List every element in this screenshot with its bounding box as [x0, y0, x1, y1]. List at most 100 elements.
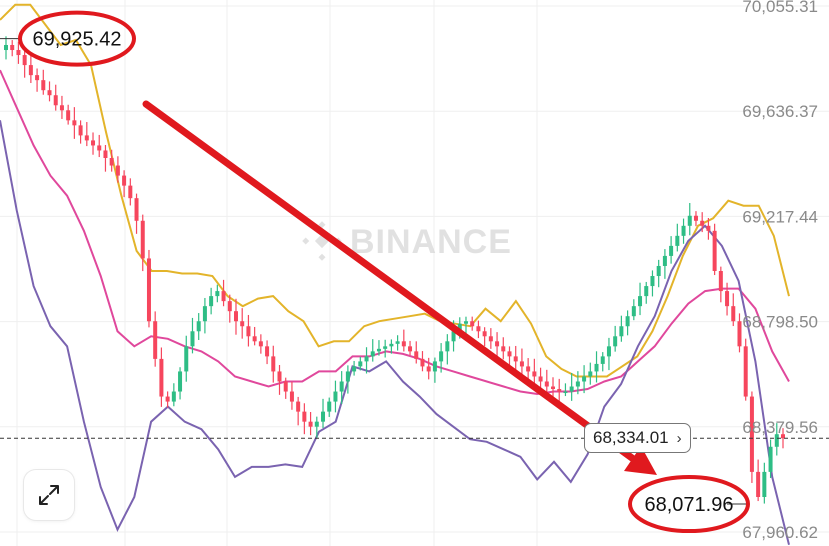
- candle-body: [519, 361, 524, 367]
- candle-body: [246, 326, 251, 337]
- candle-body: [457, 323, 462, 332]
- candle-body: [439, 351, 444, 362]
- y-axis: 70,055.31 69,636.37 69,217.44 68,798.50 68,3…: [742, 0, 818, 542]
- watermark-text: BINANCE: [350, 223, 512, 261]
- candle-body: [569, 386, 574, 392]
- candle-body: [675, 235, 680, 246]
- high-circle: [18, 10, 136, 67]
- candle-body: [327, 401, 332, 412]
- candle-body: [333, 391, 338, 402]
- candle-body: [115, 165, 120, 176]
- low-price-label: 68,071.96: [645, 494, 734, 516]
- bollinger-bands: [0, 3, 790, 545]
- chevron-right-icon: ›: [676, 430, 682, 448]
- candle-body: [756, 471, 761, 498]
- candle-body: [339, 381, 344, 392]
- current-price-tag[interactable]: 68,334.01 ›: [584, 423, 691, 454]
- low-circle: [628, 475, 750, 534]
- candle-body: [308, 421, 313, 427]
- candle-body: [681, 225, 686, 236]
- candle-body: [619, 326, 624, 337]
- candle-body: [370, 351, 375, 357]
- candle-body: [737, 321, 742, 347]
- candle-body: [432, 361, 437, 372]
- candle-body: [53, 95, 58, 106]
- candle-body: [731, 306, 736, 322]
- candle-body: [426, 366, 431, 372]
- y-tick-label: 67,960.62: [742, 523, 818, 542]
- candle-body: [221, 291, 226, 302]
- candle-body: [128, 185, 133, 199]
- expand-chart-button[interactable]: [24, 470, 74, 520]
- candle-body: [606, 346, 611, 357]
- candle-body: [526, 366, 531, 372]
- candle-body: [227, 301, 232, 312]
- candle-body: [103, 150, 108, 159]
- trend-arrow-shaft: [142, 100, 636, 462]
- candle-body: [401, 341, 406, 347]
- candle-body: [91, 140, 96, 146]
- candle-body: [625, 316, 630, 327]
- candle-body: [47, 90, 52, 96]
- y-tick-label: 70,055.31: [742, 0, 818, 16]
- candle-body: [594, 363, 599, 372]
- candle-body: [693, 215, 698, 221]
- candle-body: [140, 220, 145, 259]
- trend-arrow-head: [624, 446, 657, 475]
- candle-body: [153, 321, 158, 359]
- candle-body: [781, 434, 785, 439]
- candle-body: [258, 341, 263, 347]
- candle-body: [209, 296, 214, 307]
- candle-body: [463, 321, 468, 324]
- candle-body: [656, 265, 661, 277]
- candle-body: [16, 50, 21, 56]
- candle-body: [171, 391, 176, 402]
- candle-body: [78, 125, 83, 136]
- candle-body: [687, 215, 692, 226]
- candle-body: [202, 306, 207, 322]
- bollinger-lower-line: [0, 120, 790, 545]
- candle-body: [84, 135, 89, 141]
- candle-body: [345, 371, 350, 382]
- candle-body: [10, 45, 15, 51]
- candle-body: [538, 376, 543, 382]
- candle-body: [134, 198, 139, 221]
- candle-body: [650, 276, 655, 287]
- candle-body: [725, 291, 730, 307]
- candle-body: [476, 326, 481, 332]
- candle-body: [575, 381, 580, 387]
- candle-body: [762, 471, 767, 498]
- candle-body: [563, 391, 568, 394]
- candle-body: [488, 336, 493, 342]
- candle-body: [644, 286, 649, 297]
- candle-body: [178, 371, 183, 392]
- candle-body: [233, 311, 238, 322]
- candle-body: [215, 291, 220, 297]
- bollinger-upper-line: [0, 3, 790, 378]
- candle-body: [240, 321, 245, 327]
- candle-body: [4, 45, 8, 51]
- candle-body: [532, 371, 537, 377]
- y-tick-label: 69,636.37: [742, 102, 818, 121]
- candle-body: [501, 346, 506, 352]
- candle-body: [72, 120, 77, 126]
- candle-body: [774, 434, 779, 447]
- candle-body: [165, 396, 170, 402]
- candle-body: [252, 336, 257, 342]
- candle-body: [613, 336, 618, 347]
- candle-body: [97, 145, 102, 151]
- candle-body: [364, 356, 369, 362]
- candle-body: [59, 105, 64, 111]
- candle-body: [749, 396, 754, 472]
- candle-body: [265, 346, 270, 357]
- candle-body: [109, 158, 114, 166]
- annotations: 69,925.42 68,071.96: [0, 10, 750, 534]
- candle-body: [557, 389, 562, 392]
- candle-body: [712, 230, 717, 272]
- candle-body: [352, 366, 357, 372]
- candle-body: [184, 346, 189, 372]
- candle-body: [638, 296, 643, 307]
- candle-body: [445, 341, 450, 352]
